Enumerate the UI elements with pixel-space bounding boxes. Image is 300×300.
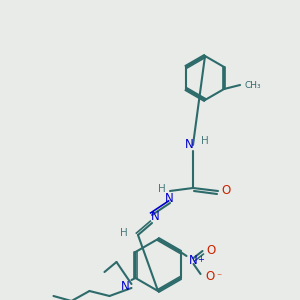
Text: H: H bbox=[120, 228, 128, 238]
Text: O: O bbox=[221, 184, 231, 197]
Text: ⁻: ⁻ bbox=[216, 272, 221, 282]
Text: N: N bbox=[189, 254, 198, 268]
Text: O: O bbox=[205, 271, 214, 284]
Text: N: N bbox=[165, 191, 173, 205]
Text: O: O bbox=[206, 244, 215, 257]
Text: +: + bbox=[197, 254, 204, 263]
Text: N: N bbox=[151, 211, 159, 224]
Text: N: N bbox=[184, 139, 194, 152]
Text: N: N bbox=[121, 280, 130, 292]
Text: H: H bbox=[201, 136, 209, 146]
Text: CH₃: CH₃ bbox=[244, 80, 261, 89]
Text: H: H bbox=[158, 184, 166, 194]
